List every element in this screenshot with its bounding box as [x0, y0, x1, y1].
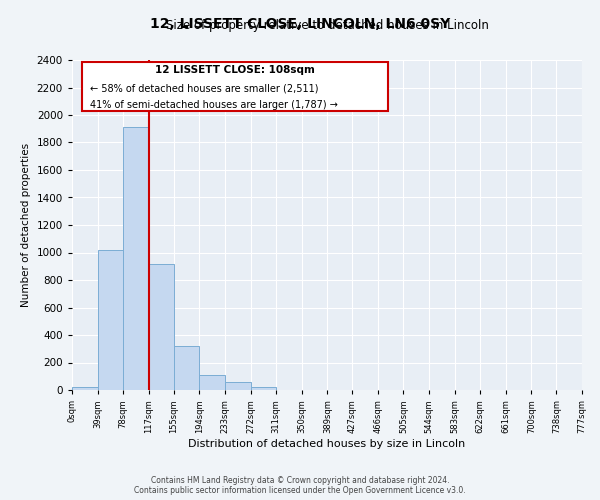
Text: Contains HM Land Registry data © Crown copyright and database right 2024.
Contai: Contains HM Land Registry data © Crown c…	[134, 476, 466, 495]
Bar	[98, 250, 123, 390]
Bar	[72, 387, 98, 390]
Text: ← 58% of detached houses are smaller (2,511): ← 58% of detached houses are smaller (2,…	[90, 83, 319, 93]
Bar	[251, 386, 276, 390]
Text: 12 LISSETT CLOSE: 108sqm: 12 LISSETT CLOSE: 108sqm	[155, 65, 315, 75]
Bar	[174, 346, 199, 390]
Title: Size of property relative to detached houses in Lincoln: Size of property relative to detached ho…	[166, 20, 488, 32]
Bar	[199, 375, 225, 390]
X-axis label: Distribution of detached houses by size in Lincoln: Distribution of detached houses by size …	[188, 438, 466, 448]
Bar	[149, 264, 174, 390]
Text: 41% of semi-detached houses are larger (1,787) →: 41% of semi-detached houses are larger (…	[90, 100, 338, 110]
Bar	[123, 128, 149, 390]
FancyBboxPatch shape	[82, 62, 388, 111]
Y-axis label: Number of detached properties: Number of detached properties	[21, 143, 31, 307]
Bar	[225, 382, 251, 390]
Text: 12, LISSETT CLOSE, LINCOLN, LN6 0SY: 12, LISSETT CLOSE, LINCOLN, LN6 0SY	[150, 18, 450, 32]
